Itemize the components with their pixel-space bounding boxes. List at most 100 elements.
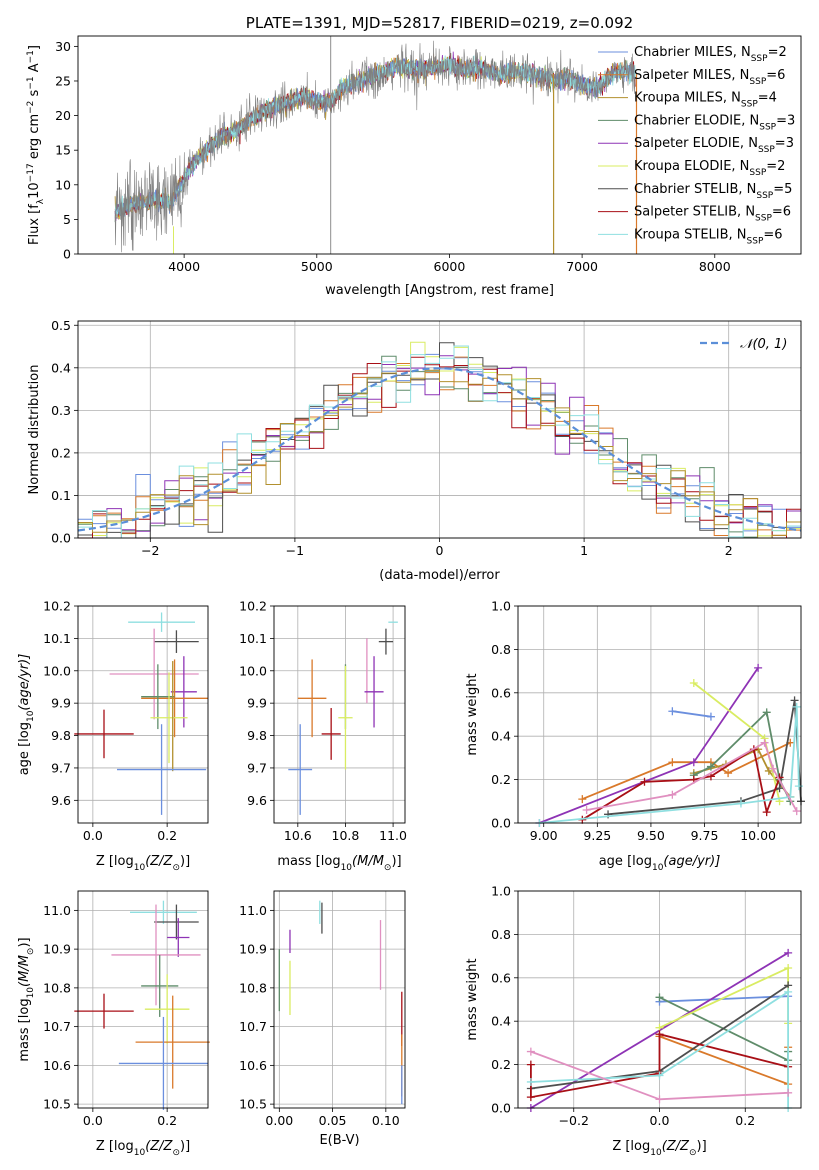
x-tick-label: 9.75 [691, 828, 719, 843]
y-tick-label: 1.0 [491, 599, 511, 614]
y-tick-label: 11.0 [239, 903, 267, 918]
y-tick-label: 10.9 [43, 942, 71, 957]
y-tick-label: 10.2 [43, 599, 71, 614]
weight-series-line [530, 990, 789, 1108]
residual-histogram [78, 356, 801, 539]
x-axis-label: Z [log10(Z/Z⊙)] [612, 1139, 706, 1158]
x-tick-label: 10.00 [740, 828, 776, 843]
y-tick-label: 9.6 [51, 793, 71, 808]
residuals-panel: −2 −1 0 1 2 0.0 0.1 0.2 0.3 0.4 0.5 𝒩(0, 1) (data-mo… [27, 318, 802, 583]
y-tick-label: 10.8 [239, 980, 267, 995]
y-axis-label: mass weight [465, 673, 480, 755]
weight-point-marker [724, 769, 733, 778]
y-tick-label: 10.9 [239, 942, 267, 957]
y-tick-label: 0.8 [491, 642, 511, 657]
y-tick-label: 0.2 [491, 772, 511, 787]
y-tick-label: 10.6 [239, 1058, 267, 1073]
y-tick-label: 9.9 [247, 696, 267, 711]
x-axis-label: E(B-V) [319, 1133, 359, 1148]
y-tick-label: 0.6 [491, 685, 511, 700]
y-tick-label: 25 [55, 73, 71, 88]
weight-point-marker [736, 799, 745, 808]
weight-point-marker [760, 738, 769, 747]
y-tick-label: 0.4 [51, 360, 71, 375]
x-axis-label: age [log10(age/yr)] [599, 854, 721, 873]
mass-vs-ebv-panel: 0.00 0.05 0.10 10.5 10.6 10.7 10.8 10.9 11.0 E(B-… [239, 890, 406, 1148]
weight-point-marker [794, 782, 803, 791]
normal-curve [77, 367, 802, 532]
weight-point-marker [769, 764, 778, 773]
x-axis-label: mass [log10(M/M⊙)] [277, 854, 401, 873]
y-tick-label: 9.8 [247, 728, 267, 743]
y-tick-label: 0.2 [491, 1057, 511, 1072]
legend-label: Chabrier STELIB, NSSP=5 [634, 182, 792, 201]
legend-label: Salpeter MILES, NSSP=6 [634, 68, 785, 87]
weight-point-marker [784, 964, 793, 973]
x-tick-label: 0.0 [83, 828, 103, 843]
weight-point-marker [668, 707, 677, 716]
weight-point-marker [655, 993, 664, 1002]
y-tick-label: 0.0 [491, 1101, 511, 1116]
x-tick-label: −1 [286, 543, 304, 558]
y-tick-label: 10.0 [43, 663, 71, 678]
weight-point-marker [526, 1060, 535, 1069]
x-tick-label: 0.0 [650, 1113, 670, 1128]
weight-point-marker [762, 808, 771, 817]
y-tick-label: 10.5 [43, 1097, 71, 1112]
y-tick-label: 10.5 [239, 1097, 267, 1112]
weight-point-marker [784, 1088, 793, 1097]
weight-point-marker [668, 758, 677, 767]
y-tick-label: 0.5 [51, 318, 71, 333]
y-tick-label: 10.1 [239, 631, 267, 646]
weight-series-line [672, 710, 712, 718]
axes-frame [273, 890, 406, 1109]
y-axis-label: age [log10(age/yr)] [17, 654, 36, 776]
weight-point-marker [784, 948, 793, 957]
weight-point-marker [526, 1077, 535, 1086]
weight-point-marker [790, 696, 799, 705]
weight-point-marker [689, 758, 698, 767]
y-axis-label: mass weight [465, 958, 480, 1040]
y-tick-label: 10.7 [239, 1019, 267, 1034]
y-tick-label: 0.3 [51, 403, 71, 418]
x-tick-label: 9.25 [583, 828, 611, 843]
mass-weight-vs-metallicity-panel: −0.2 0.0 0.2 0.0 0.2 0.4 0.6 0.8 1.0 Z [log10(Z/Z… [465, 884, 802, 1158]
x-tick-label: 10.8 [332, 828, 360, 843]
observed-spectrum-line [114, 40, 636, 253]
y-tick-label: 9.6 [247, 793, 267, 808]
x-tick-label: 9.00 [530, 828, 558, 843]
x-tick-label: 0.10 [372, 1113, 400, 1128]
y-tick-label: 9.7 [51, 760, 71, 775]
y-tick-label: 10.6 [43, 1058, 71, 1073]
weight-point-marker [526, 1047, 535, 1056]
weight-point-marker [526, 1093, 535, 1102]
y-axis-label: Flux [fλ10−17 erg cm−2 s−1 A−1] [26, 45, 46, 245]
x-tick-label: 0 [436, 543, 444, 558]
legend-label: Chabrier ELODIE, NSSP=3 [634, 113, 795, 132]
axes-frame [273, 605, 406, 824]
y-tick-label: 0.8 [491, 927, 511, 942]
y-tick-label: 0.1 [51, 488, 71, 503]
age-vs-metallicity-panel: 0.0 0.2 9.6 9.7 9.8 9.9 10.0 10.1 10.2 Z [log10(Z… [17, 599, 209, 873]
axes-frame [77, 35, 802, 255]
weight-point-marker [655, 1071, 664, 1080]
x-tick-label: 10.6 [284, 828, 312, 843]
mass-weight-vs-age-panel: 9.00 9.25 9.50 9.75 10.00 0.0 0.2 0.4 0.6 0.8 1.0 a… [465, 599, 805, 873]
weight-point-marker [578, 795, 587, 804]
y-tick-label: 20 [55, 108, 71, 123]
spectrum-panel: 4000 5000 6000 7000 8000 0 5 10 15 20 25 30 PLATE=13… [26, 14, 802, 298]
x-tick-label: −2 [141, 543, 159, 558]
y-tick-label: 0.0 [491, 816, 511, 831]
weight-series-line [659, 995, 789, 1003]
weight-point-marker [640, 777, 649, 786]
y-tick-label: 10 [55, 177, 71, 192]
x-tick-label: 0.2 [735, 1113, 755, 1128]
weight-series-line [659, 1035, 789, 1086]
y-tick-label: 15 [55, 143, 71, 158]
weight-series-line [539, 706, 800, 824]
weight-point-marker [668, 790, 677, 799]
y-tick-label: 10.2 [239, 599, 267, 614]
weight-point-marker [655, 1095, 664, 1104]
y-tick-label: 10.1 [43, 631, 71, 646]
weight-point-marker [689, 679, 698, 688]
